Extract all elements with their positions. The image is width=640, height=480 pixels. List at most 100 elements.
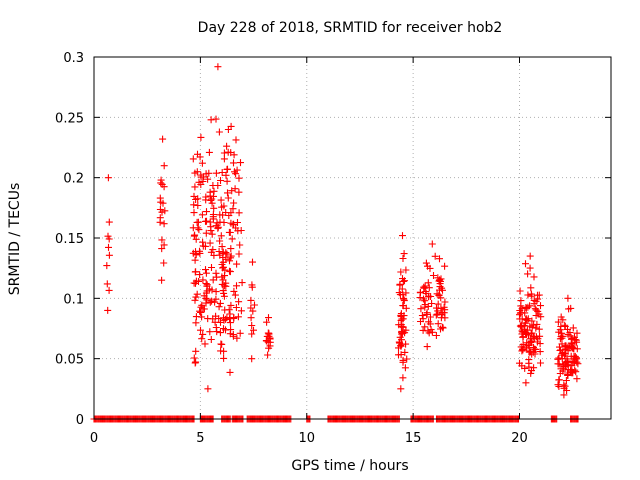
x-tick-label: 5	[196, 431, 204, 446]
data-point	[527, 284, 535, 292]
data-point	[226, 319, 234, 327]
data-point	[226, 257, 233, 265]
data-point	[196, 307, 204, 315]
data-point	[215, 303, 223, 311]
data-point	[208, 297, 216, 305]
data-point	[190, 201, 198, 209]
data-point	[535, 325, 543, 333]
data-point	[428, 240, 436, 248]
data-point	[197, 181, 205, 188]
data-point	[426, 264, 434, 272]
data-point	[226, 330, 234, 338]
data-point	[237, 159, 244, 167]
y-tick-label: 0	[76, 413, 84, 428]
data-point	[232, 304, 240, 311]
data-point	[229, 205, 237, 213]
data-point	[556, 343, 563, 351]
data-point	[247, 304, 255, 312]
data-point	[192, 358, 200, 366]
data-point	[201, 340, 209, 348]
data-point	[212, 115, 220, 123]
data-point	[217, 318, 224, 326]
data-point	[568, 343, 576, 351]
data-point	[435, 291, 443, 299]
data-point	[421, 323, 429, 331]
data-point	[227, 245, 235, 253]
data-point	[104, 174, 112, 182]
data-point	[207, 336, 215, 343]
data-point	[201, 242, 209, 250]
data-point	[202, 229, 210, 237]
data-point	[217, 196, 225, 204]
data-point	[537, 302, 544, 310]
data-point	[436, 255, 443, 263]
data-point	[425, 318, 433, 326]
data-point	[158, 236, 166, 244]
y-tick-label: 0.05	[55, 353, 84, 368]
data-point	[105, 235, 113, 243]
data-point	[557, 365, 565, 373]
data-point	[434, 300, 442, 308]
data-point	[399, 374, 407, 382]
data-point	[264, 351, 272, 359]
data-point	[103, 262, 111, 270]
data-point	[522, 260, 529, 268]
data-point	[224, 126, 232, 133]
data-point	[423, 343, 431, 351]
data-point	[555, 354, 563, 362]
data-point	[224, 194, 232, 202]
data-point	[229, 331, 237, 338]
data-point	[528, 323, 536, 331]
data-point	[216, 211, 224, 219]
data-point	[189, 224, 197, 232]
data-point	[526, 264, 534, 272]
data-point	[422, 259, 430, 267]
data-point	[157, 198, 165, 206]
data-point	[210, 204, 218, 212]
data-point	[193, 290, 201, 298]
data-point	[223, 250, 231, 258]
data-point	[395, 351, 402, 359]
data-point	[421, 282, 429, 290]
data-point	[158, 180, 166, 188]
data-point	[200, 173, 207, 181]
data-point	[555, 383, 563, 390]
data-point	[516, 287, 524, 295]
data-point	[396, 281, 404, 289]
data-point	[397, 268, 405, 276]
data-point	[518, 347, 526, 355]
data-point	[199, 276, 207, 284]
data-point	[555, 376, 563, 384]
data-point	[522, 304, 530, 312]
data-point	[198, 159, 206, 167]
data-point	[420, 295, 427, 303]
data-point	[216, 299, 224, 307]
data-point	[561, 323, 569, 330]
data-point	[559, 361, 567, 369]
data-point	[530, 300, 538, 308]
data-point	[230, 287, 238, 295]
data-point	[428, 328, 436, 336]
data-point	[556, 326, 564, 334]
data-point	[203, 208, 210, 216]
data-point	[220, 219, 228, 226]
data-point	[200, 305, 208, 313]
data-point	[522, 379, 530, 387]
data-point	[227, 252, 235, 260]
data-point	[248, 330, 256, 338]
data-point	[434, 320, 442, 328]
data-marks	[90, 63, 582, 423]
data-point	[191, 231, 199, 239]
data-point	[199, 330, 207, 338]
data-point	[192, 251, 200, 258]
data-point	[561, 342, 569, 350]
data-point	[105, 218, 113, 226]
data-point	[219, 287, 227, 295]
data-point	[525, 359, 533, 367]
data-point	[233, 260, 241, 268]
data-point	[248, 355, 256, 363]
data-point	[160, 259, 168, 267]
data-point	[436, 280, 444, 288]
data-point	[192, 347, 200, 355]
data-point	[534, 291, 541, 299]
